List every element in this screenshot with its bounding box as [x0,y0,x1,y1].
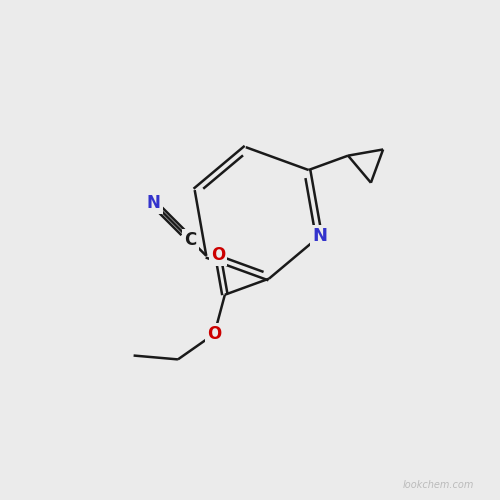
Text: O: O [207,325,222,343]
Text: N: N [312,226,328,244]
Text: lookchem.com: lookchem.com [402,480,473,490]
Text: O: O [210,246,225,264]
Text: N: N [147,194,161,212]
Text: C: C [184,231,196,249]
